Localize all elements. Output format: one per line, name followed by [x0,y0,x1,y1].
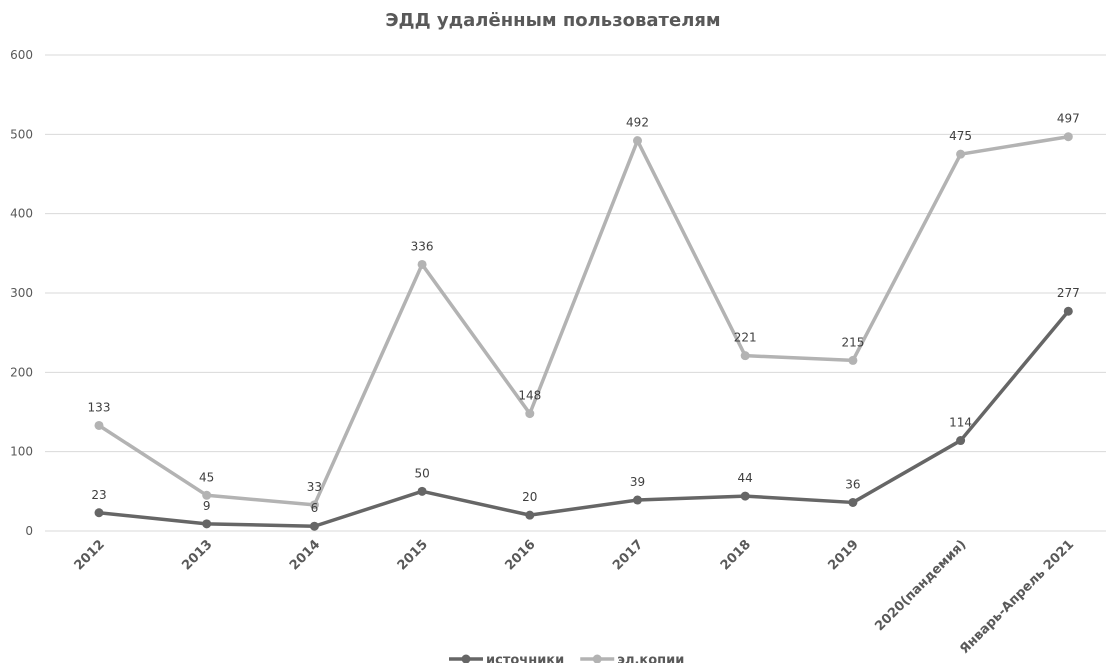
data-label: 133 [88,400,111,414]
data-point [848,497,858,507]
x-tick-label: 2018 [718,537,754,573]
data-label: 44 [738,471,753,485]
data-point [633,495,642,505]
data-point [94,420,104,430]
data-label: 497 [1057,112,1080,126]
data-point [202,490,212,500]
legend-label: источники [486,653,564,663]
legend-label: эл.копии [617,653,684,663]
data-label: 148 [518,389,541,403]
data-label: 475 [949,129,972,143]
x-tick-label: 2013 [179,537,215,573]
x-tick-label: 2019 [826,537,862,573]
data-point [1063,306,1073,316]
data-point [848,355,858,365]
y-axis: 0 100 200 300 400 500 600 [10,48,33,538]
data-point [740,351,750,361]
x-tick-label: 2020(пандемия) [872,537,969,634]
data-label: 33 [307,480,322,494]
data-point [309,521,319,531]
x-tick-label: 2012 [72,537,108,573]
x-tick-label: 2016 [502,537,538,573]
data-point [525,510,535,520]
y-tick-label: 300 [10,286,33,300]
data-point [956,436,966,446]
data-point [202,519,212,529]
data-label: 36 [845,477,860,491]
x-tick-label: Январь-Апрель 2021 [957,537,1077,657]
data-label: 492 [626,116,649,130]
y-tick-label: 400 [10,207,33,221]
x-tick-label: 2015 [395,537,431,573]
legend: источники эл.копии [449,653,684,663]
data-point [309,500,319,510]
data-point [417,259,427,269]
data-label: 215 [841,335,864,349]
data-point [417,486,427,496]
series-layer [94,132,1073,531]
data-label: 23 [91,488,106,502]
data-labels-layer: 23 9 6 50 20 39 44 36 114 277 133 45 33 336 148 492 221 2… [88,112,1080,516]
y-tick-label: 200 [10,365,33,379]
data-label: 336 [411,239,434,253]
data-point [633,136,642,146]
y-tick-label: 600 [10,48,33,62]
data-label: 50 [414,466,429,480]
data-label: 114 [949,416,972,430]
x-axis: 2012 2013 2014 2015 2016 2017 2018 2019 2020(пан… [72,537,1077,657]
data-point [94,508,104,518]
data-label: 9 [203,499,211,513]
y-tick-label: 100 [10,445,33,459]
data-label: 221 [734,331,757,345]
data-point [956,149,966,159]
data-label: 45 [199,470,214,484]
y-tick-label: 0 [25,524,33,538]
series-line-1 [97,134,1071,507]
data-label: 277 [1057,286,1080,300]
data-label: 20 [522,490,537,504]
data-label: 6 [311,501,319,515]
chart-title: ЭДД удалённым пользователям [385,10,721,31]
y-tick-label: 500 [10,127,33,141]
data-label: 39 [630,475,645,489]
x-tick-label: 2017 [610,537,646,573]
x-tick-label: 2014 [287,537,323,573]
data-point [1063,132,1073,142]
series-line-0 [97,309,1071,528]
legend-marker [592,654,602,663]
legend-marker [461,654,471,663]
gridlines [45,54,1106,532]
data-point [740,491,750,501]
data-point [525,409,535,419]
